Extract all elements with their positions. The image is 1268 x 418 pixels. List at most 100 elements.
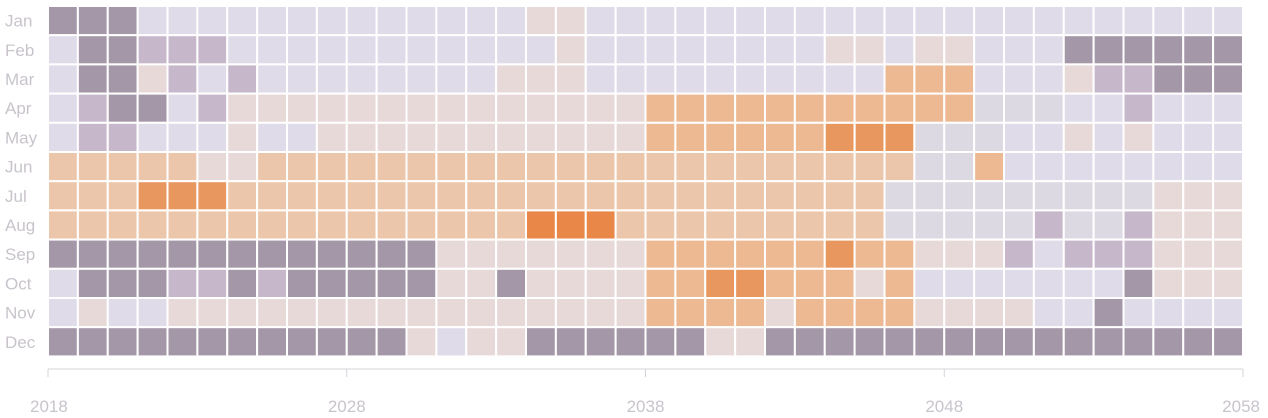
heatmap-cell (793, 180, 826, 212)
heatmap-cell (704, 267, 737, 299)
heatmap-cell (405, 267, 438, 299)
heatmap-cell (525, 5, 557, 37)
heatmap-cell (106, 63, 139, 95)
heatmap-cell (166, 297, 199, 329)
heatmap-cell (1092, 34, 1125, 66)
heatmap-cell (286, 180, 318, 212)
heatmap-cell (76, 326, 109, 358)
heatmap-cell (853, 326, 886, 358)
month-label-apr: Apr (5, 99, 32, 118)
heatmap-cell (1003, 63, 1035, 95)
heatmap-cell (286, 34, 318, 66)
heatmap-cell (435, 121, 468, 154)
heatmap-cell (1212, 238, 1244, 270)
heatmap-cell (47, 180, 79, 212)
heatmap-cell (823, 267, 856, 299)
heatmap-cell (883, 238, 916, 270)
month-label-feb: Feb (5, 41, 34, 60)
heatmap-cell (823, 326, 856, 358)
heatmap-cell (764, 326, 796, 358)
heatmap-cell (973, 151, 1005, 183)
heatmap-cell (166, 63, 199, 95)
heatmap-cell (286, 297, 318, 329)
heatmap-cell (614, 34, 647, 66)
heatmap-cell (136, 92, 169, 124)
heatmap-cell (106, 238, 139, 270)
heatmap-cell (554, 326, 587, 358)
heatmap-cell (286, 326, 318, 358)
heatmap-cell (584, 63, 617, 95)
heatmap-cell (973, 63, 1005, 95)
heatmap-cell (465, 34, 498, 66)
heatmap-cell (913, 267, 946, 299)
heatmap-cell (375, 180, 408, 212)
heatmap-cell (76, 180, 109, 212)
heatmap-cell (614, 267, 647, 299)
heatmap-cell (764, 5, 796, 37)
heatmap-cell (943, 121, 976, 154)
heatmap-cell (196, 209, 229, 241)
heatmap-cell (256, 238, 288, 270)
heatmap-cell (196, 151, 229, 183)
heatmap-cell (286, 63, 318, 95)
heatmap-cell (1122, 180, 1155, 212)
heatmap-cell (1152, 180, 1185, 212)
heatmap-cell (166, 151, 199, 183)
heatmap-cells (47, 5, 1244, 358)
heatmap-cell (1092, 238, 1125, 270)
heatmap-cell (973, 121, 1005, 154)
heatmap-cell (913, 121, 946, 154)
heatmap-cell (1003, 238, 1035, 270)
heatmap-cell (315, 5, 348, 37)
heatmap-cell (196, 34, 229, 66)
heatmap-cell (465, 297, 498, 329)
heatmap-cell (435, 34, 468, 66)
heatmap-cell (973, 92, 1005, 124)
heatmap-cell (764, 209, 796, 241)
heatmap-cell (1212, 151, 1244, 183)
heatmap-cell (1092, 180, 1125, 212)
heatmap-cell (256, 92, 288, 124)
heatmap-cell (76, 5, 109, 37)
heatmap-cell (47, 151, 79, 183)
heatmap-cell (1152, 151, 1185, 183)
heatmap-cell (853, 238, 886, 270)
heatmap-cell (47, 267, 79, 299)
heatmap-cell (1152, 92, 1185, 124)
heatmap-cell (345, 92, 378, 124)
heatmap-cell (943, 326, 976, 358)
heatmap-cell (1182, 180, 1215, 212)
heatmap-cell (435, 92, 468, 124)
heatmap-cell (973, 238, 1005, 270)
heatmap-cell (525, 34, 557, 66)
heatmap-cell (106, 297, 139, 329)
heatmap-cell (256, 121, 288, 154)
heatmap-cell (465, 63, 498, 95)
heatmap-cell (614, 92, 647, 124)
heatmap-cell (465, 267, 498, 299)
heatmap-cell (196, 5, 229, 37)
heatmap-cell (554, 238, 587, 270)
heatmap-cell (495, 121, 527, 154)
heatmap-cell (734, 5, 766, 37)
heatmap-cell (76, 297, 109, 329)
heatmap-cell (913, 63, 946, 95)
heatmap-cell (525, 209, 557, 241)
heatmap-cell (1062, 92, 1095, 124)
heatmap-cell (1092, 5, 1125, 37)
heatmap-cell (764, 121, 796, 154)
heatmap-cell (495, 151, 527, 183)
heatmap-cell (106, 5, 139, 37)
heatmap-cell (405, 34, 438, 66)
heatmap-cell (1212, 92, 1244, 124)
heatmap-cell (674, 5, 707, 37)
heatmap-cell (823, 180, 856, 212)
heatmap-cell (1092, 92, 1125, 124)
heatmap-cell (1182, 151, 1215, 183)
month-label-aug: Aug (5, 216, 35, 235)
heatmap-cell (375, 151, 408, 183)
heatmap-cell (1212, 121, 1244, 154)
heatmap-cell (106, 34, 139, 66)
heatmap-cell (405, 121, 438, 154)
heatmap-cell (1152, 5, 1185, 37)
